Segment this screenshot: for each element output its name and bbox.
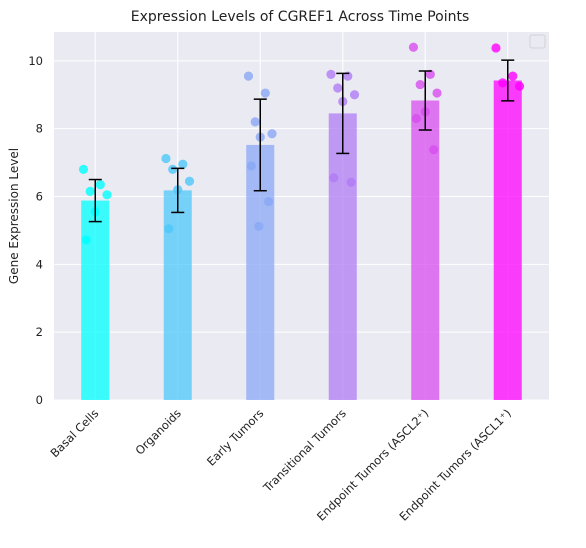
data-point bbox=[508, 71, 517, 80]
data-point bbox=[244, 71, 253, 80]
data-point bbox=[326, 70, 335, 79]
data-point bbox=[264, 197, 273, 206]
x-tick-label: Organoids bbox=[132, 406, 183, 457]
data-point bbox=[350, 90, 359, 99]
data-point bbox=[79, 165, 88, 174]
x-tick-labels: Basal Cells Organoids Early TumorsTransiti… bbox=[47, 406, 513, 523]
y-axis-label: Gene Expression Level bbox=[7, 148, 21, 284]
data-point bbox=[491, 43, 500, 52]
chart-title: Expression Levels of CGREF1 Across Time … bbox=[131, 9, 470, 25]
data-point bbox=[168, 165, 177, 174]
data-point bbox=[251, 117, 260, 126]
y-tick-label: 10 bbox=[28, 54, 43, 68]
data-point bbox=[247, 161, 256, 170]
bar bbox=[494, 81, 522, 400]
data-point bbox=[82, 235, 91, 244]
data-point bbox=[412, 114, 421, 123]
data-point bbox=[96, 180, 105, 189]
data-point bbox=[416, 80, 425, 89]
data-point bbox=[515, 82, 524, 91]
bar bbox=[329, 113, 357, 400]
data-point bbox=[329, 173, 338, 182]
x-tick-label: Basal Cells bbox=[47, 406, 101, 460]
data-point bbox=[86, 187, 95, 196]
data-point bbox=[267, 129, 276, 138]
bar bbox=[81, 201, 109, 400]
data-point bbox=[498, 78, 507, 87]
y-tick-labels: 0 2 4 6 8 10 bbox=[28, 54, 43, 407]
bar bbox=[164, 190, 192, 400]
data-point bbox=[429, 145, 438, 154]
data-point bbox=[102, 190, 111, 199]
data-point bbox=[432, 88, 441, 97]
y-tick-label: 8 bbox=[36, 122, 43, 136]
data-point bbox=[347, 178, 356, 187]
plot-background bbox=[54, 32, 549, 400]
x-tick-label: Early Tumors bbox=[204, 406, 266, 468]
data-point bbox=[333, 83, 342, 92]
data-point bbox=[254, 222, 263, 231]
data-point bbox=[409, 43, 418, 52]
y-tick-label: 4 bbox=[36, 257, 43, 271]
y-tick-label: 2 bbox=[36, 325, 43, 339]
data-point bbox=[164, 224, 173, 233]
data-point bbox=[261, 88, 270, 97]
y-tick-label: 6 bbox=[36, 189, 43, 203]
data-point bbox=[185, 177, 194, 186]
legend-box bbox=[530, 35, 545, 48]
data-point bbox=[178, 160, 187, 169]
data-point bbox=[161, 154, 170, 163]
x-tick-label: Transitional Tumors bbox=[260, 406, 349, 495]
y-tick-label: 0 bbox=[36, 393, 43, 407]
